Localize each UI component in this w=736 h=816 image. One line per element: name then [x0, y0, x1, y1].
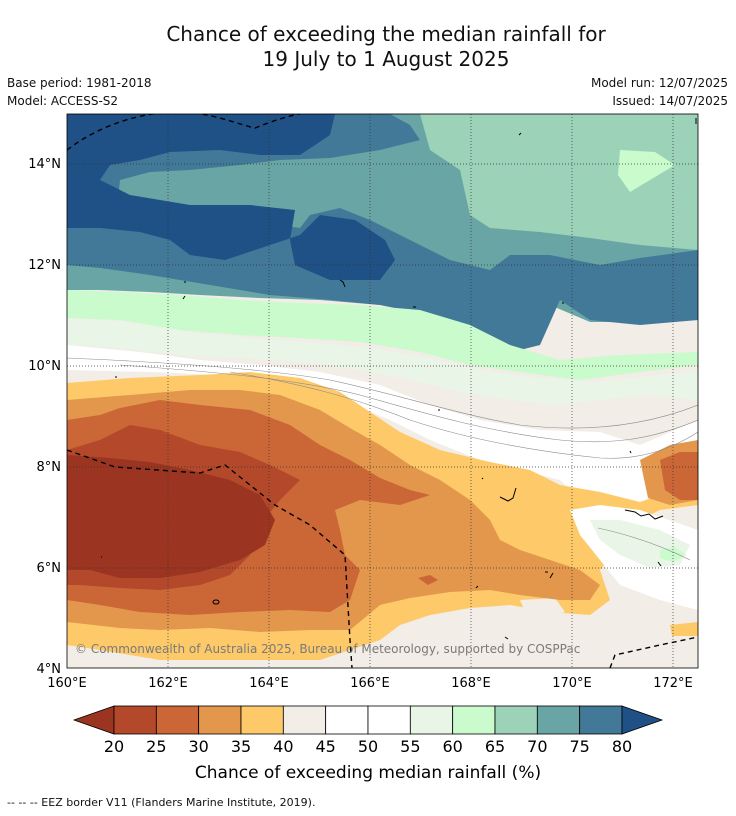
colorbar-segment — [282, 705, 327, 735]
colorbar-segment — [325, 705, 369, 735]
colorbar-tick-label: 45 — [315, 737, 335, 756]
colorbar-tick-label: 75 — [569, 737, 589, 756]
colorbar-tick-label: 30 — [188, 737, 208, 756]
colorbar-tick-label: 20 — [104, 737, 124, 756]
lon-label: 160°E — [47, 676, 87, 691]
islands — [101, 118, 697, 640]
lon-label: 164°E — [249, 676, 289, 691]
colorbar-segment — [113, 705, 157, 735]
contour-lines — [67, 357, 698, 561]
band-80 — [67, 114, 395, 280]
colorbar-tick-label: 50 — [358, 737, 378, 756]
lat-label: 14°N — [28, 157, 61, 172]
lat-label: 8°N — [37, 460, 62, 475]
colorbar-tick-label: 40 — [273, 737, 293, 756]
lat-label: 12°N — [28, 258, 61, 273]
lon-label: 172°E — [653, 676, 693, 691]
map-panel: © Commonwealth of Australia 2025, Bureau… — [67, 114, 698, 668]
colorbar-tick-label: 60 — [442, 737, 462, 756]
colorbar-segment — [494, 705, 538, 735]
lon-label: 170°E — [552, 676, 592, 691]
colorbar-segment — [198, 705, 242, 735]
band-50 — [67, 345, 698, 505]
lon-label: 166°E — [350, 676, 390, 691]
eez-borders — [67, 114, 698, 668]
title-line-1: Chance of exceeding the median rainfall … — [166, 22, 606, 46]
lon-axis: 160°E 162°E 164°E 166°E 168°E 170°E 172°… — [47, 676, 693, 691]
base-period: Base period: 1981-2018 — [7, 76, 152, 90]
band-75 — [67, 114, 698, 350]
lon-label: 162°E — [148, 676, 188, 691]
band-60 — [67, 290, 698, 380]
lat-label: 6°N — [37, 561, 62, 576]
colorbar-segment — [367, 705, 411, 735]
band-20 — [67, 455, 275, 578]
colorbar-segment — [155, 705, 200, 735]
colorbar-tick-label: 55 — [400, 737, 420, 756]
band-30-right — [660, 452, 698, 500]
colorbar-segment — [579, 705, 623, 735]
colorbar-min-extension — [72, 705, 115, 735]
gridlines — [67, 114, 698, 668]
spot-40-lower — [670, 622, 698, 636]
colorbar-tick-label: 65 — [485, 737, 505, 756]
colorbar-segment — [536, 705, 581, 735]
colorbar-segment — [240, 705, 284, 735]
map-frame — [66, 113, 699, 669]
footer-note: -- -- -- EEZ border V11 (Flanders Marine… — [7, 796, 316, 809]
colorbar-tick-label: 70 — [527, 737, 547, 756]
lat-label: 4°N — [37, 662, 62, 677]
colorbar-segment — [452, 705, 496, 735]
spot-45 — [520, 598, 565, 620]
issued-date: Issued: 14/07/2025 — [612, 94, 728, 108]
copyright-text: © Commonwealth of Australia 2025, Bureau… — [75, 642, 580, 656]
colorbar: 20 25 30 35 40 45 50 55 60 65 70 75 80 — [72, 705, 664, 756]
colorbar-title: Chance of exceeding median rainfall (%) — [195, 763, 541, 783]
colorbar-segment — [409, 705, 454, 735]
model-run: Model run: 12/07/2025 — [590, 76, 728, 90]
colorbar-tick-label: 25 — [146, 737, 166, 756]
lat-axis: 14°N 12°N 10°N 8°N 6°N 4°N — [28, 157, 61, 677]
lon-label: 168°E — [451, 676, 491, 691]
colorbar-tick-label: 80 — [612, 737, 632, 756]
colorbar-max-extension — [621, 705, 664, 735]
meta-right: Model run: 12/07/2025 Issued: 14/07/2025 — [591, 74, 728, 110]
band-65-upper — [420, 114, 698, 250]
map-title: Chance of exceeding the median rainfall … — [0, 22, 736, 72]
title-line-2: 19 July to 1 August 2025 — [262, 47, 510, 71]
spot-60-lower — [660, 547, 686, 562]
lat-label: 10°N — [28, 359, 61, 374]
meta-left: Base period: 1981-2018 Model: ACCESS-S2 — [7, 74, 152, 110]
band-60-spot — [618, 150, 675, 192]
colorbar-tick-label: 35 — [231, 737, 251, 756]
model-name: Model: ACCESS-S2 — [7, 94, 119, 108]
band-55 — [67, 318, 698, 405]
band-45-lower — [600, 630, 698, 668]
spot-30 — [418, 575, 438, 585]
